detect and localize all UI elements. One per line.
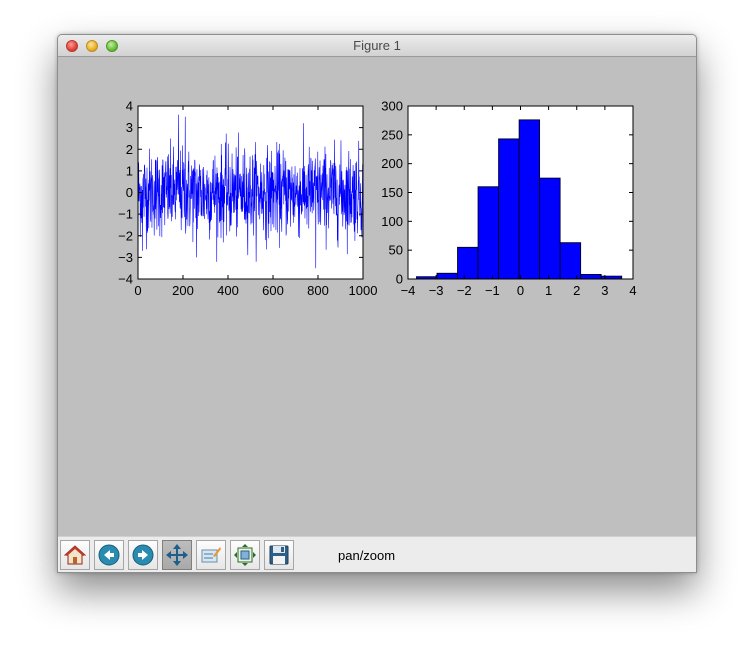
minimize-window-button[interactable] [86, 40, 98, 52]
histogram-bar [498, 138, 520, 280]
y-tick-label: 3 [126, 120, 133, 135]
x-tick-label: 1 [545, 283, 552, 298]
x-tick-label: −1 [485, 283, 500, 298]
x-tick-label: 200 [172, 283, 194, 298]
x-tick-label: 0 [134, 283, 141, 298]
forward-arrow-icon [132, 544, 154, 566]
toolbar-status-text: pan/zoom [338, 548, 396, 563]
back-button[interactable] [94, 540, 124, 570]
window-title: Figure 1 [353, 38, 401, 53]
histogram-bar [457, 246, 479, 280]
x-tick-label: −2 [457, 283, 472, 298]
x-tick-label: 4 [629, 283, 636, 298]
y-tick-label: −1 [118, 207, 133, 222]
y-tick-label: 150 [381, 185, 403, 200]
home-button[interactable] [60, 540, 90, 570]
figure-window: Figure 1 0 200 400 600 800 1000 4 3 2 1 0 −1 −2 −3 −4 … [57, 34, 697, 573]
x-tick-label: 3 [601, 283, 608, 298]
x-tick-label: 0 [517, 283, 524, 298]
x-tick-label: −3 [429, 283, 444, 298]
x-tick-label: 400 [217, 283, 239, 298]
line-plot-axes[interactable]: 0 200 400 600 800 1000 4 3 2 1 0 −1 −2 −3 −4 [118, 99, 377, 299]
y-tick-label: 2 [126, 142, 133, 157]
x-tick-label: 2 [573, 283, 580, 298]
y-tick-label: 300 [381, 99, 403, 114]
subplots-config-icon [234, 544, 256, 566]
y-tick-label: −3 [118, 250, 133, 265]
navigation-toolbar: pan/zoom [58, 536, 696, 572]
histogram-axes[interactable]: −4 −3 −2 −1 0 1 2 3 4 300 250 200 150 100 50 0 [381, 99, 636, 299]
y-tick-label: 200 [381, 156, 403, 171]
save-button[interactable] [264, 540, 294, 570]
title-bar[interactable]: Figure 1 [58, 35, 696, 57]
histogram-bar [518, 119, 541, 280]
zoom-rect-icon [201, 547, 221, 563]
zoom-window-button[interactable] [106, 40, 118, 52]
x-tick-label: −4 [401, 283, 416, 298]
pan-button[interactable] [162, 540, 192, 570]
y-tick-label: 0 [126, 185, 133, 200]
y-tick-label: 250 [381, 127, 403, 142]
y-tick-label: 100 [381, 214, 403, 229]
line-plot-trace [137, 114, 364, 269]
y-tick-label: 4 [126, 99, 133, 114]
histogram-bars [416, 119, 623, 280]
close-window-button[interactable] [66, 40, 78, 52]
forward-button[interactable] [128, 540, 158, 570]
back-arrow-icon [98, 544, 120, 566]
histogram-ticks: −4 −3 −2 −1 0 1 2 3 4 300 250 200 150 100 50 0 [381, 99, 636, 299]
y-tick-label: −2 [118, 228, 133, 243]
histogram-bar [539, 177, 561, 280]
subplots-button[interactable] [230, 540, 260, 570]
x-tick-label: 800 [307, 283, 329, 298]
histogram-bar [477, 186, 499, 280]
histogram-bar [436, 272, 458, 280]
y-tick-label: 1 [126, 163, 133, 178]
home-icon [64, 545, 86, 565]
line-plot-series [137, 114, 364, 269]
histogram-bar [559, 242, 582, 280]
figure-canvas[interactable]: 0 200 400 600 800 1000 4 3 2 1 0 −1 −2 −3 −4 −4 −3 −2 −1 0… [58, 57, 696, 536]
y-tick-label: 50 [389, 243, 403, 258]
pan-move-icon [166, 544, 188, 566]
save-floppy-icon [269, 545, 289, 565]
line-plot-ticks: 0 200 400 600 800 1000 4 3 2 1 0 −1 −2 −3 −4 [118, 99, 377, 299]
histogram-bar [580, 273, 602, 280]
y-tick-label: 0 [396, 272, 403, 287]
x-tick-label: 600 [262, 283, 284, 298]
zoom-button[interactable] [196, 540, 226, 570]
y-tick-label: −4 [118, 272, 133, 287]
x-tick-label: 1000 [349, 283, 378, 298]
